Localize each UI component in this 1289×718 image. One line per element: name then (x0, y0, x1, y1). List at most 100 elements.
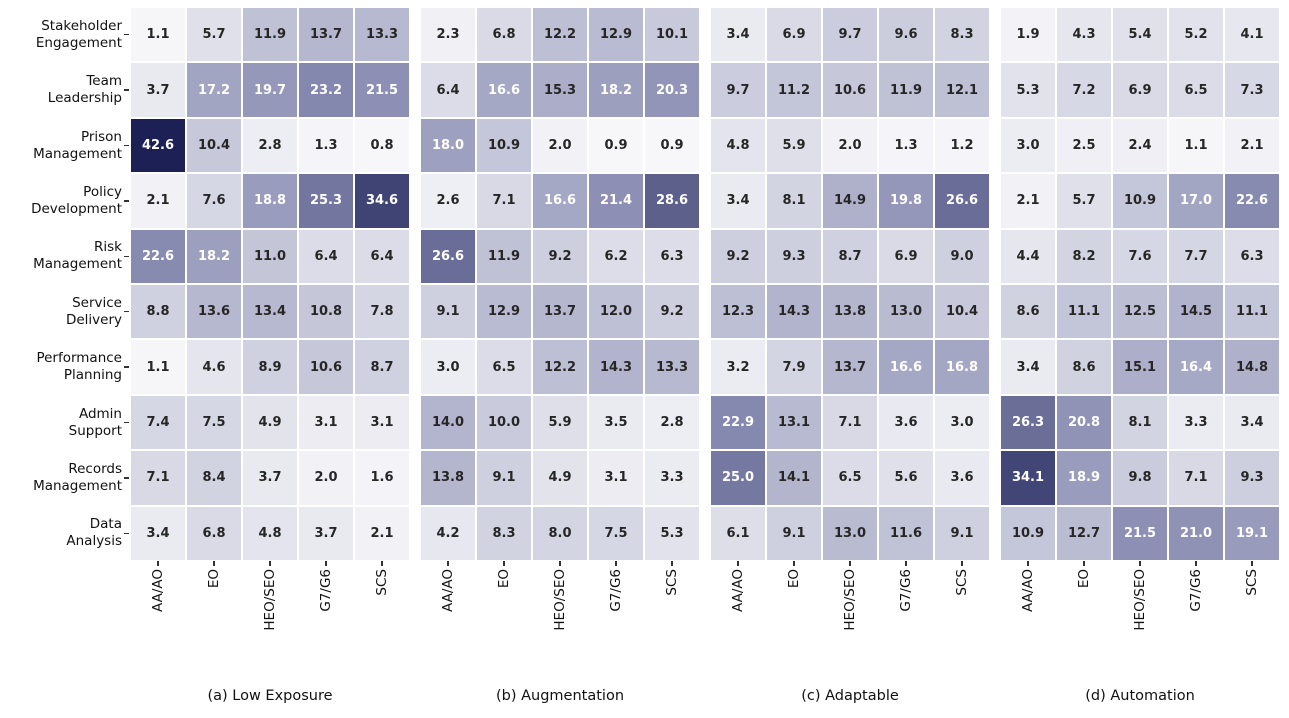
heatmap-cell: 2.1 (1225, 118, 1279, 173)
heatmap-cell: 14.9 (823, 174, 877, 228)
heatmap-cell: 1.9 (1001, 8, 1055, 62)
heatmap-cell: 6.4 (421, 63, 475, 117)
heatmap-cell: 2.5 (1057, 118, 1111, 173)
heatmap-cell: 8.8 (131, 285, 185, 339)
heatmap-cell: 5.9 (767, 118, 821, 173)
y-tick (124, 200, 129, 202)
heatmap-cell: 21.0 (1169, 506, 1223, 560)
y-tick (124, 310, 129, 313)
x-tick (671, 561, 673, 566)
heatmap-cell: 25.0 (711, 451, 765, 505)
heatmap-cell: 9.6 (879, 8, 933, 62)
heatmap-cell: 5.3 (645, 506, 699, 560)
heatmap-cell: 8.3 (935, 8, 989, 62)
heatmap-cell: 18.8 (243, 174, 297, 228)
heatmap-cell: 1.2 (935, 118, 989, 173)
row-label: Stakeholder Engagement (35, 17, 122, 51)
panel-caption-b: (b) Augmentation (495, 688, 625, 704)
y-tick (124, 255, 129, 258)
heatmap-cell: 9.2 (711, 229, 765, 283)
heatmap-cell: 10.6 (823, 63, 877, 117)
heatmap-cell: 26.3 (1001, 395, 1055, 450)
heatmap-cell: 13.3 (645, 340, 699, 394)
heatmap-cell: 3.7 (299, 506, 353, 560)
heatmap-cell: 12.7 (1057, 506, 1111, 560)
heatmap-cell: 3.4 (131, 506, 185, 560)
column-label: EO (496, 569, 512, 589)
row-label: Prison Management (33, 128, 122, 162)
heatmap-cell: 11.9 (879, 63, 933, 117)
heatmap-cell: 4.2 (421, 506, 475, 560)
heatmap-cell: 4.3 (1057, 8, 1111, 62)
heatmap-cell: 7.4 (131, 395, 185, 450)
heatmap-cell: 7.1 (477, 174, 531, 228)
heatmap-cell: 14.3 (589, 340, 643, 394)
heatmap-cell: 8.9 (243, 340, 297, 394)
heatmap-cell: 6.3 (1225, 229, 1279, 283)
heatmap-cell: 14.0 (421, 395, 475, 450)
heatmap-cell: 7.7 (1169, 229, 1223, 283)
x-tick (1139, 561, 1141, 566)
column-label: G7/G6 (1188, 569, 1204, 612)
heatmap-cell: 18.0 (421, 118, 475, 173)
heatmap-cell: 23.2 (299, 63, 353, 117)
heatmap-cell: 10.9 (1113, 174, 1167, 228)
heatmap-cell: 7.6 (1113, 229, 1167, 283)
row-label: Policy Development (31, 183, 122, 217)
heatmap-cell: 3.4 (1225, 395, 1279, 450)
column-label: HEO/SEO (842, 569, 858, 631)
heatmap-cell: 3.0 (1001, 118, 1055, 173)
heatmap-cell: 15.1 (1113, 340, 1167, 394)
heatmap-cell: 2.0 (823, 118, 877, 173)
heatmap-cell: 9.3 (767, 229, 821, 283)
heatmap-cell: 19.1 (1225, 506, 1279, 560)
x-tick (503, 561, 505, 566)
heatmap-cell: 8.7 (355, 340, 409, 394)
heatmap-cell: 6.2 (589, 229, 643, 283)
column-label: AA/AO (1020, 569, 1036, 613)
y-tick (124, 532, 129, 535)
heatmap-cell: 11.1 (1057, 285, 1111, 339)
column-label: G7/G6 (608, 569, 624, 612)
heatmap-cell: 16.4 (1169, 340, 1223, 394)
heatmap-cell: 14.8 (1225, 340, 1279, 394)
heatmap-cell: 16.6 (477, 63, 531, 117)
heatmap-cell: 1.1 (131, 8, 185, 62)
heatmap-cell: 19.8 (879, 174, 933, 228)
heatmap-cell: 13.8 (421, 451, 475, 505)
heatmap-cell: 18.2 (187, 229, 241, 283)
heatmap-cell: 5.7 (1057, 174, 1111, 228)
heatmap-cell: 16.6 (533, 174, 587, 228)
heatmap-cell: 17.2 (187, 63, 241, 117)
heatmap-cell: 9.8 (1113, 451, 1167, 505)
heatmap-cell: 13.7 (299, 8, 353, 62)
x-tick (793, 561, 795, 566)
heatmap-cell: 14.3 (767, 285, 821, 339)
heatmap-cell: 6.8 (187, 506, 241, 560)
x-tick (213, 561, 215, 566)
column-label: G7/G6 (898, 569, 914, 612)
x-tick (737, 561, 739, 566)
heatmap-cell: 34.1 (1001, 451, 1055, 505)
column-label: SCS (954, 569, 970, 596)
heatmap-cell: 25.3 (299, 174, 353, 228)
heatmap-cell: 6.8 (477, 8, 531, 62)
heatmap-cell: 12.2 (533, 8, 587, 62)
x-tick (381, 561, 383, 566)
heatmap-cell: 7.1 (1169, 451, 1223, 505)
heatmap-cell: 2.1 (1001, 174, 1055, 228)
column-label: HEO/SEO (1132, 569, 1148, 631)
y-tick (124, 33, 129, 36)
heatmap-cell: 13.6 (187, 285, 241, 339)
heatmap-cell: 2.6 (421, 174, 475, 228)
heatmap-cell: 8.6 (1057, 340, 1111, 394)
heatmap-cell: 2.8 (243, 118, 297, 173)
heatmap-panel: 3.4 6.9 9.7 9.6 8.3 9.7 11.2 10.6 11.9 12.1 4.8 5.9… (711, 8, 989, 560)
heatmap-cell: 12.9 (477, 285, 531, 339)
heatmap-cell: 10.8 (299, 285, 353, 339)
y-tick (124, 366, 129, 368)
heatmap-cell: 9.7 (823, 8, 877, 62)
heatmap-cell: 10.9 (477, 118, 531, 173)
panel-caption-d: (d) Automation (1085, 688, 1195, 704)
heatmap-cell: 7.6 (187, 174, 241, 228)
